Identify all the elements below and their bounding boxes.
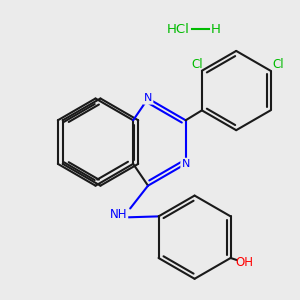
Text: N: N <box>144 94 152 103</box>
Text: OH: OH <box>236 256 253 269</box>
Text: H: H <box>211 22 220 36</box>
Text: N: N <box>182 159 190 169</box>
Text: NH: NH <box>110 208 127 221</box>
Text: Cl: Cl <box>273 58 284 71</box>
Text: HCl: HCl <box>166 22 189 36</box>
Text: Cl: Cl <box>191 58 203 71</box>
